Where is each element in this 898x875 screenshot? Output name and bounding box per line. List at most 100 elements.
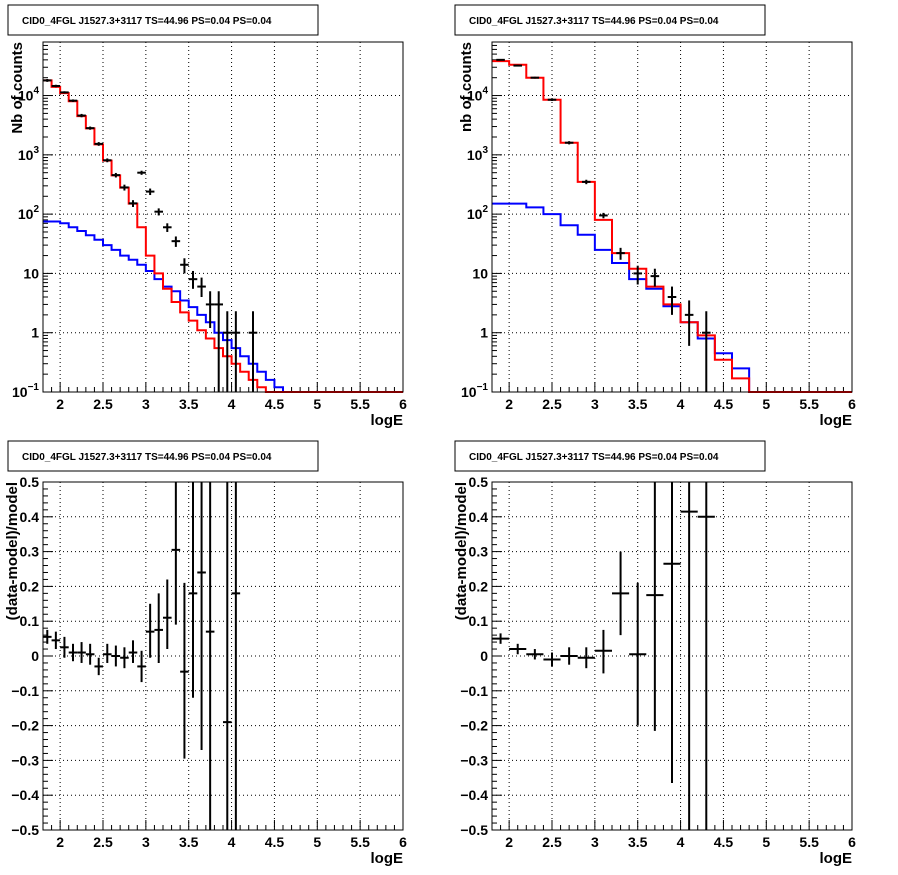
data-point: [231, 311, 241, 392]
x-tick-label: 4: [677, 396, 685, 412]
data-point: [547, 98, 557, 101]
x-axis-label: logE: [820, 412, 853, 429]
data-point: [214, 291, 223, 392]
y-tick-label: 102: [467, 204, 489, 222]
y-axis-label: (data-model)/model: [453, 482, 470, 620]
y-tick-label: 0: [31, 648, 39, 664]
chart-panel-4: CID0_4FGL J1527.3+3117 TS=44.96 PS=0.04 …: [453, 440, 856, 867]
data-point: [680, 482, 698, 830]
chart-panel-3: CID0_4FGL J1527.3+3117 TS=44.96 PS=0.04 …: [4, 440, 407, 867]
plot-frame: [491, 481, 853, 831]
y-tick-label: 10−1: [12, 382, 39, 400]
data-point: [564, 141, 574, 145]
x-tick-label: 3: [142, 396, 150, 412]
y-tick-label: 0.3: [469, 544, 489, 560]
data-point: [197, 277, 206, 298]
x-tick-label: 5: [313, 834, 321, 850]
x-tick-label: 5.5: [350, 396, 370, 412]
data-point: [68, 643, 78, 662]
data-point: [51, 84, 61, 88]
x-tick-label: 3.5: [628, 834, 648, 850]
y-tick-label: −0.5: [11, 822, 39, 838]
chart-panel-1: CID0_4FGL J1527.3+3117 TS=44.96 PS=0.04 …: [7, 4, 407, 429]
data-point: [560, 647, 578, 665]
y-tick-label: 10−1: [461, 382, 488, 400]
y-tick-label: 0.4: [469, 509, 489, 525]
data-point: [77, 113, 86, 118]
data-point: [171, 482, 181, 625]
x-tick-label: 4: [228, 396, 236, 412]
data-point: [684, 300, 694, 346]
x-tick-label: 2: [56, 834, 64, 850]
data-point: [205, 482, 215, 830]
data-point: [180, 258, 189, 274]
data-point: [154, 593, 163, 663]
y-tick-label: −0.2: [11, 718, 39, 734]
data-point: [231, 482, 241, 830]
series-line-total-model: [43, 79, 403, 393]
x-tick-label: 3.5: [179, 834, 199, 850]
x-tick-label: 4: [677, 834, 685, 850]
y-tick-label: −0.4: [460, 787, 488, 803]
data-point: [616, 247, 625, 260]
y-tick-label: −0.1: [460, 683, 488, 699]
y-tick-label: 103: [467, 145, 489, 163]
data-point: [163, 579, 172, 650]
x-tick-label: 4.5: [265, 396, 285, 412]
x-tick-label: 5.5: [799, 834, 819, 850]
data-point: [68, 99, 78, 102]
x-tick-label: 3: [591, 396, 599, 412]
data-point: [197, 482, 206, 750]
data-point: [94, 657, 103, 676]
x-tick-label: 2: [505, 396, 513, 412]
data-point: [60, 91, 69, 94]
data-point: [577, 647, 595, 669]
y-axis-label: nb of counts: [458, 42, 475, 132]
y-tick-label: 0.4: [20, 509, 40, 525]
y-tick-label: −0.3: [11, 752, 39, 768]
y-tick-label: 1: [31, 325, 39, 341]
data-point: [145, 188, 155, 196]
x-tick-label: 5: [762, 834, 770, 850]
x-tick-label: 2: [56, 396, 64, 412]
x-tick-label: 4: [228, 834, 236, 850]
x-tick-label: 6: [399, 396, 407, 412]
data-point: [629, 582, 647, 726]
y-axis-label: (data-model)/model: [4, 482, 21, 620]
y-tick-label: −0.1: [11, 683, 39, 699]
y-tick-label: 0.3: [20, 544, 40, 560]
data-point: [145, 603, 155, 658]
data-point: [43, 629, 52, 644]
x-tick-label: 6: [848, 834, 856, 850]
y-tick-label: −0.3: [460, 752, 488, 768]
data-point: [51, 631, 61, 650]
data-point: [85, 643, 95, 665]
y-tick-label: 104: [467, 86, 489, 104]
data-point: [248, 311, 258, 392]
y-axis-label: Nb of counts: [9, 42, 26, 134]
y-tick-label: −0.2: [460, 718, 488, 734]
x-tick-label: 6: [399, 834, 407, 850]
x-tick-label: 6: [848, 396, 856, 412]
x-tick-label: 2: [505, 834, 513, 850]
plot-frame: [42, 481, 404, 831]
y-tick-label: 0.5: [20, 474, 40, 490]
data-point: [120, 647, 129, 669]
series-line-total-model: [492, 60, 852, 393]
plot-frame: [42, 41, 404, 393]
data-point: [543, 652, 561, 667]
data-point: [77, 642, 86, 663]
data-point: [137, 170, 146, 175]
x-tick-label: 2.5: [542, 834, 562, 850]
x-tick-label: 4.5: [265, 834, 285, 850]
data-point: [128, 200, 138, 207]
y-tick-label: 10: [23, 265, 39, 281]
x-tick-label: 5.5: [350, 834, 370, 850]
data-point: [650, 268, 660, 287]
data-point: [633, 265, 642, 285]
y-tick-label: 0.5: [469, 474, 489, 490]
data-point: [667, 286, 677, 315]
data-point: [154, 208, 163, 216]
x-axis-label: logE: [371, 412, 404, 429]
title-box: [7, 4, 319, 36]
